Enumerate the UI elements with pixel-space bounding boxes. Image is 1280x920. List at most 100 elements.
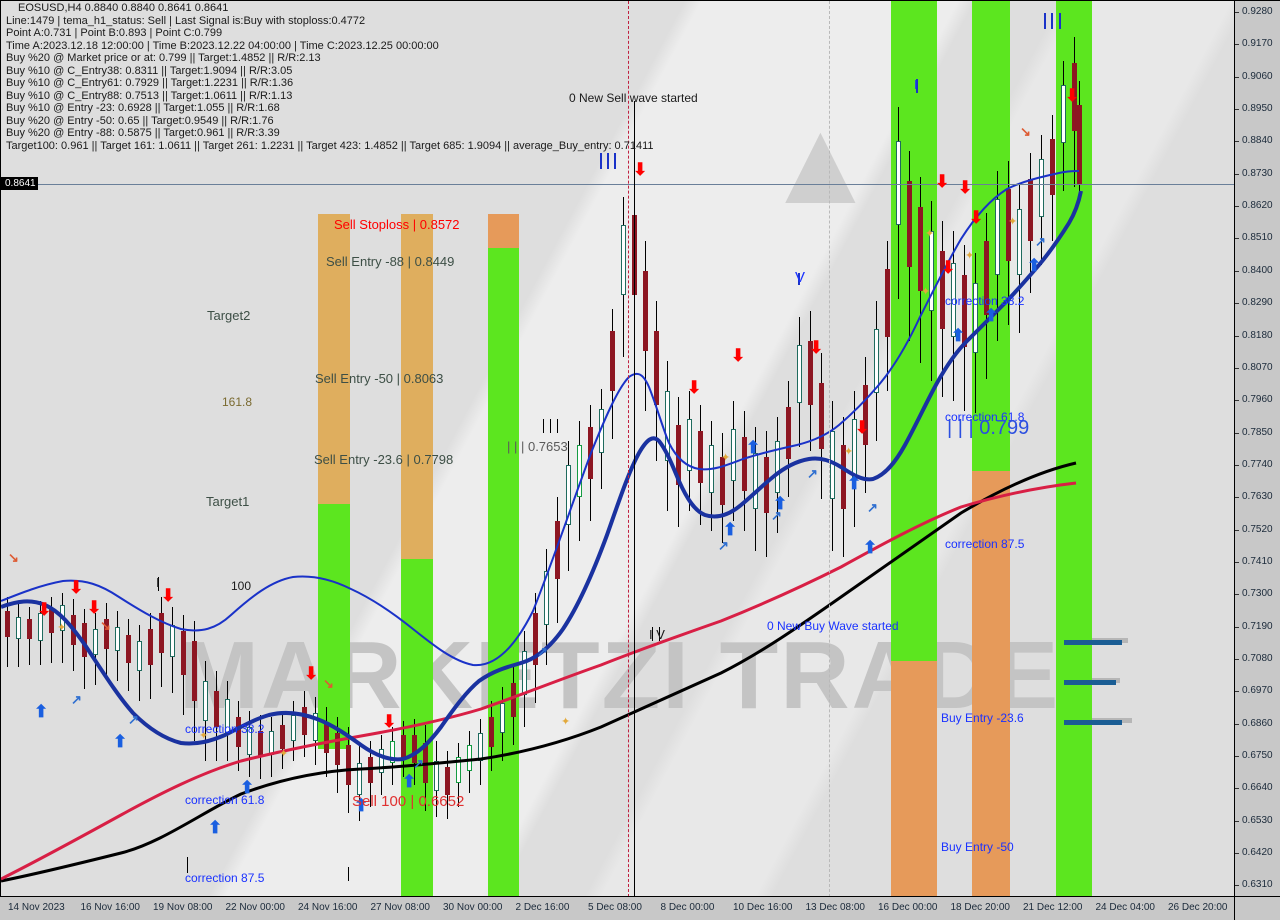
time-tick-label: 26 Dec 20:00 (1168, 902, 1228, 913)
price-tick-label: 0.9280 (1242, 6, 1273, 17)
candle-body (126, 635, 131, 663)
price-tick (1235, 788, 1239, 790)
session-band-orange (488, 214, 519, 248)
candle-body (610, 331, 615, 391)
price-tick (1235, 464, 1239, 466)
wave-i-marker: I (914, 77, 918, 92)
candle-body (764, 457, 769, 513)
candle-body (907, 181, 912, 267)
buy-signal-arrow: ⬆ (746, 438, 761, 457)
info-line: Point A:0.731 | Point B:0.893 | Point C:… (6, 27, 223, 39)
price-axis[interactable]: 0.9280 0.9170 0.9060 0.8950 0.8840 0.8730 0.86… (1234, 0, 1280, 896)
price-tick-label: 0.9170 (1242, 38, 1273, 50)
buy-signal-arrow: ⬆ (723, 520, 738, 539)
candle-body (1039, 159, 1044, 217)
candle-body (995, 199, 1000, 275)
sell-signal-arrow: ⬇ (958, 178, 973, 197)
pivot-star: ✦ (925, 228, 935, 240)
info-line: Time A:2023.12.18 12:00:00 | Time B:2023… (6, 39, 439, 52)
wave-tick (916, 79, 918, 93)
price-tick-label: 0.6970 (1242, 685, 1273, 697)
time-tick-label: 10 Dec 16:00 (733, 902, 793, 913)
candle-body (588, 427, 593, 479)
symbol-ohlc-line: EOSUSD,H4 0.8840 0.8840 0.8641 0.8641 (18, 2, 229, 14)
candle-body (731, 429, 736, 481)
price-tick (1235, 109, 1239, 111)
hollow-buy-arrow: ↗ (537, 644, 548, 659)
time-tick-label: 5 Dec 08:00 (588, 902, 642, 913)
candle-body (687, 419, 692, 471)
buy-signal-arrow: ⬆ (402, 772, 417, 791)
hollow-sell-arrow: ↘ (1020, 124, 1031, 139)
sell-signal-arrow: ⬇ (161, 586, 176, 605)
price-tick (1235, 270, 1239, 272)
price-tick-label: 0.7740 (1242, 458, 1273, 470)
candle-body (368, 757, 373, 783)
target1-label: Target1 (206, 494, 250, 509)
price-tick-label: 0.8730 (1242, 167, 1273, 179)
candle-body (896, 141, 901, 225)
new-sell-wave-label: 0 New Sell wave started (569, 91, 698, 105)
candle-body (709, 445, 714, 493)
candle-body (929, 231, 934, 311)
candle-body (1077, 105, 1082, 185)
candle-body (830, 431, 835, 499)
price-tick (1235, 432, 1239, 434)
candle-body (918, 207, 923, 291)
time-axis[interactable]: 14 Nov 2023 16 Nov 16:00 19 Nov 08:00 22 No… (0, 896, 1234, 920)
sell-signal-arrow: ⬇ (382, 712, 397, 731)
time-tick-label: 14 Nov 2023 (8, 902, 65, 913)
price-tick-label: 0.6530 (1242, 814, 1273, 826)
price-tick-label: 0.6860 (1242, 717, 1273, 729)
pivot-star: ✦ (57, 622, 67, 634)
info-line: Buy %20 @ Entry -88: 0.5875 || Target:0.… (6, 127, 280, 139)
candle-body (599, 409, 604, 453)
candle-body (1050, 139, 1055, 195)
candle-body (390, 741, 395, 763)
sell-signal-arrow: ⬇ (1065, 86, 1080, 105)
hollow-buy-arrow: ↗ (718, 538, 729, 553)
buy-signal-arrow: ⬆ (208, 818, 223, 837)
time-tick-label: 2 Dec 16:00 (515, 902, 570, 913)
hollow-buy-arrow: ↗ (128, 712, 139, 727)
session-band-green (401, 559, 433, 896)
sell-signal-arrow: ⬇ (87, 598, 102, 617)
candle-body (478, 733, 483, 761)
pivot-star: ✦ (1008, 216, 1018, 228)
current-price-line (1, 184, 1234, 185)
price-tick (1235, 173, 1239, 175)
price-tick (1235, 367, 1239, 369)
time-tick-label: 24 Nov 16:00 (298, 902, 358, 913)
price-tick-label: 0.8840 (1242, 135, 1273, 147)
buy-signal-arrow: ⬆ (984, 306, 999, 325)
pivot-star: ✦ (721, 452, 731, 464)
price-tick (1235, 561, 1239, 563)
candle-body (874, 329, 879, 393)
buy-entry-50-label: Buy Entry -50 (941, 840, 1014, 854)
sell-signal-arrow: ⬇ (935, 172, 950, 191)
price-tick-label: 0.7410 (1242, 555, 1273, 567)
candle-body (775, 441, 780, 493)
time-tick-label: 19 Nov 08:00 (153, 902, 213, 913)
hollow-sell-arrow: ↘ (100, 618, 111, 633)
price-tick (1235, 529, 1239, 531)
buy-signal-arrow: ⬆ (1027, 256, 1042, 275)
wave-tick (600, 153, 602, 169)
info-line: Line:1479 | tema_h1_status: Sell | Last … (6, 14, 366, 27)
wave-tick (1051, 13, 1053, 29)
wave-tick (1044, 13, 1046, 29)
candle-body (181, 631, 186, 675)
price-tick (1235, 206, 1239, 208)
wave-tick (607, 153, 609, 169)
info-line: Target100: 0.961 || Target 161: 1.0611 |… (6, 139, 654, 152)
price-tick-label: 0.9060 (1242, 70, 1273, 82)
hollow-buy-arrow: ↗ (867, 500, 878, 515)
price-tick (1235, 626, 1239, 628)
candle-body (522, 651, 527, 695)
price-tick-label: 0.7960 (1242, 394, 1273, 406)
candle-body (324, 723, 329, 753)
price-tick (1235, 723, 1239, 725)
sell-signal-arrow: ⬇ (633, 160, 648, 179)
candle-body (577, 445, 582, 497)
